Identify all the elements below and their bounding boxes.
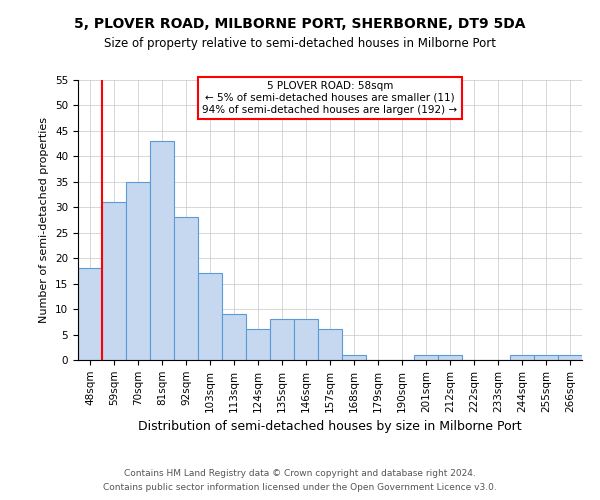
Text: Contains HM Land Registry data © Crown copyright and database right 2024.: Contains HM Land Registry data © Crown c… — [124, 468, 476, 477]
Bar — [438, 355, 462, 360]
X-axis label: Distribution of semi-detached houses by size in Milborne Port: Distribution of semi-detached houses by … — [138, 420, 522, 433]
Y-axis label: Number of semi-detached properties: Number of semi-detached properties — [40, 117, 49, 323]
Bar — [174, 218, 198, 360]
Bar — [342, 355, 366, 360]
Bar — [102, 202, 126, 360]
Text: Contains public sector information licensed under the Open Government Licence v3: Contains public sector information licen… — [103, 484, 497, 492]
Bar — [534, 355, 558, 360]
Bar — [318, 330, 342, 360]
Bar — [558, 355, 582, 360]
Text: 5 PLOVER ROAD: 58sqm
← 5% of semi-detached houses are smaller (11)
94% of semi-d: 5 PLOVER ROAD: 58sqm ← 5% of semi-detach… — [202, 82, 458, 114]
Bar — [246, 330, 270, 360]
Text: 5, PLOVER ROAD, MILBORNE PORT, SHERBORNE, DT9 5DA: 5, PLOVER ROAD, MILBORNE PORT, SHERBORNE… — [74, 18, 526, 32]
Bar — [150, 141, 174, 360]
Bar — [78, 268, 102, 360]
Text: Size of property relative to semi-detached houses in Milborne Port: Size of property relative to semi-detach… — [104, 38, 496, 51]
Bar — [414, 355, 438, 360]
Bar — [222, 314, 246, 360]
Bar — [294, 320, 318, 360]
Bar — [126, 182, 150, 360]
Bar — [198, 274, 222, 360]
Bar — [270, 320, 294, 360]
Bar — [510, 355, 534, 360]
